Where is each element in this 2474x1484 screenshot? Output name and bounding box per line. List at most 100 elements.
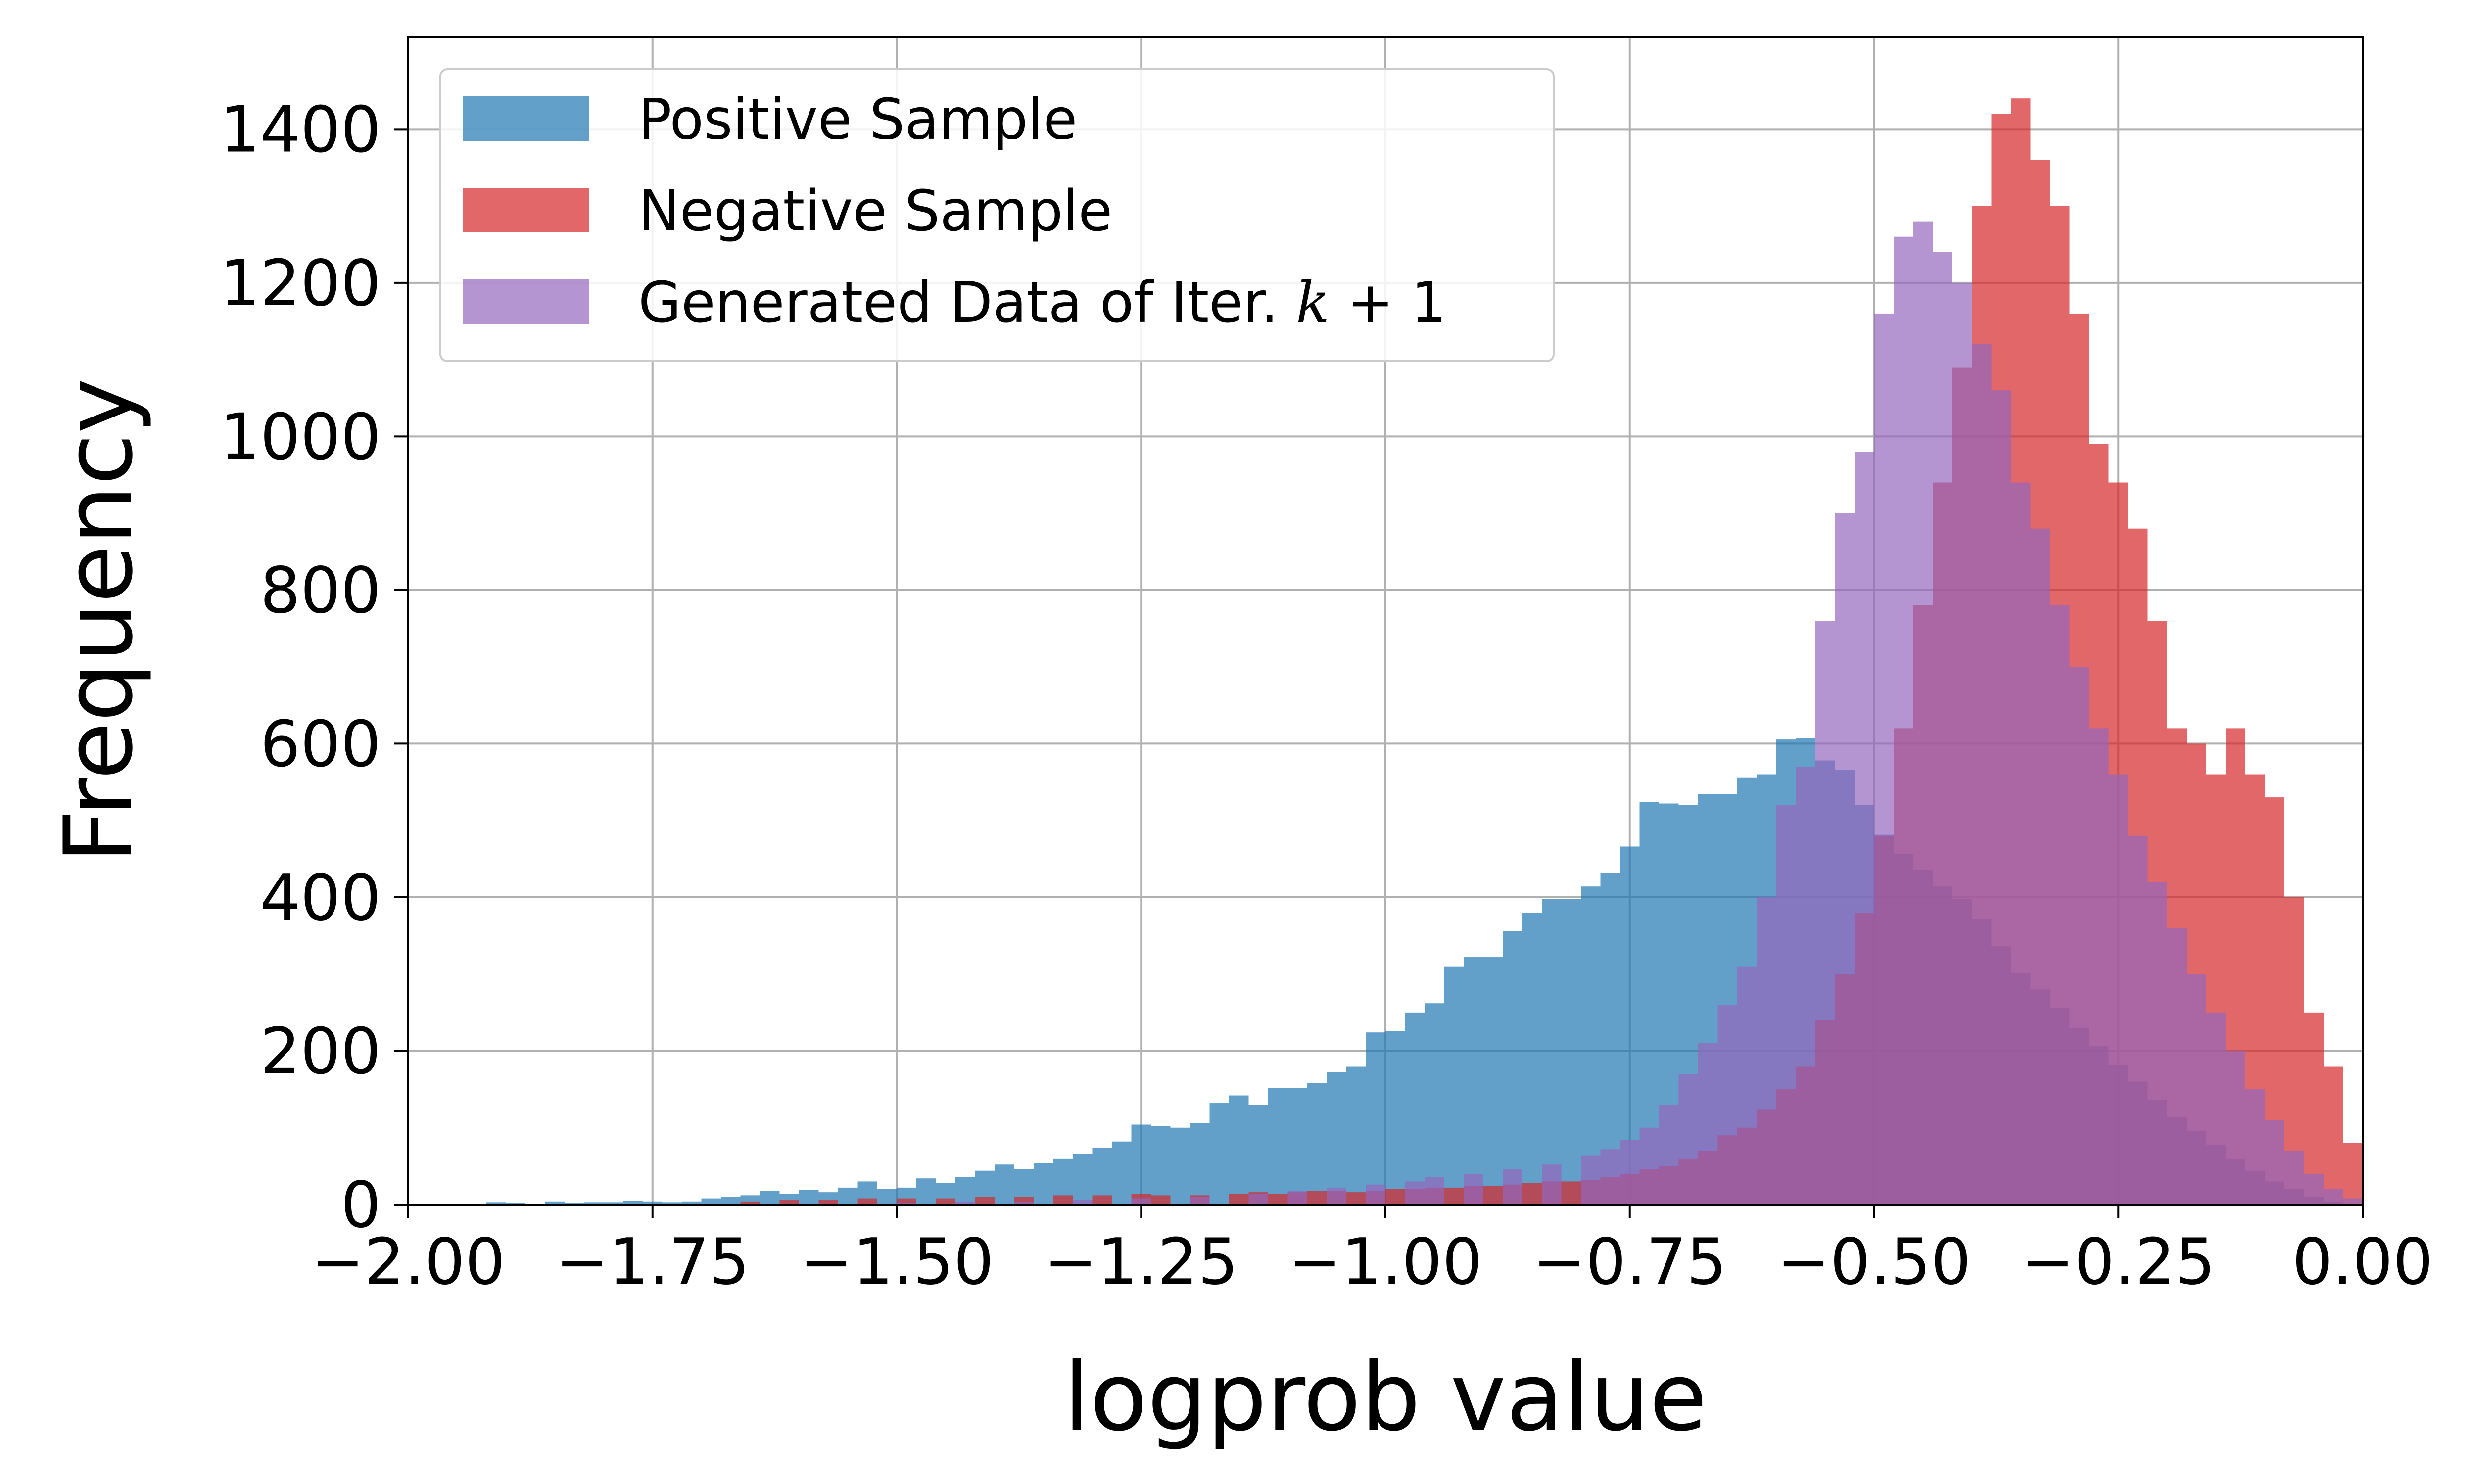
histogram-bar [1698, 1043, 1718, 1205]
histogram-bar [1972, 344, 1992, 1205]
histogram-bar [1092, 1195, 1112, 1205]
histogram-bar [1561, 899, 1581, 1205]
histogram-bar [2226, 1051, 2245, 1205]
histogram-bar [1542, 1164, 1562, 1205]
histogram-bar [1815, 621, 1835, 1205]
histogram-bar [740, 1201, 760, 1205]
histogram-bar [1092, 1148, 1112, 1205]
y-tick-label: 1000 [220, 400, 381, 474]
y-tick-label: 800 [260, 554, 381, 628]
histogram-bar [643, 1201, 663, 1205]
histogram-bar [1600, 1149, 1620, 1205]
histogram-bar [1073, 1154, 1093, 1205]
histogram-bar [2324, 1189, 2343, 1205]
legend-swatch-negative [463, 188, 589, 232]
histogram-bar [2245, 1089, 2265, 1205]
y-tick-label: 1200 [220, 247, 381, 321]
legend-label-generated-rest: + 1 [1330, 271, 1446, 335]
histogram-bar [1483, 1186, 1503, 1205]
histogram-bar [1151, 1195, 1171, 1205]
histogram-bar [2089, 728, 2109, 1205]
y-tick-label: 200 [260, 1015, 381, 1088]
histogram-bar [2030, 528, 2050, 1205]
histogram-bar [975, 1197, 995, 1205]
histogram-bar [1131, 1198, 1151, 1205]
histogram-bar [1190, 1197, 1210, 1205]
histogram-bar [2343, 1143, 2363, 1205]
histogram-bar [2147, 881, 2167, 1205]
histogram-bar [1874, 313, 1894, 1205]
series-2-bars [897, 221, 2363, 1205]
legend-swatch-generated [463, 279, 589, 324]
y-tick-label: 400 [260, 861, 381, 935]
histogram-bar [995, 1164, 1014, 1205]
histogram-bar [1307, 1083, 1327, 1205]
x-axis-label: logprob value [1064, 1343, 1707, 1452]
legend-label-generated: Generated Data of Iter. k + 1 [638, 271, 1446, 335]
histogram-bar [1659, 1105, 1679, 1205]
histogram-bar [1542, 899, 1562, 1205]
histogram-bar [1855, 452, 1874, 1205]
x-axis-ticks: −2.00 −1.75 −1.50 −1.25 −1.00 −0.75 −0.50 −0.25… [311, 1205, 2433, 1299]
legend-label-generated-k: k [1296, 271, 1330, 335]
histogram-bar [1405, 1181, 1425, 1205]
histogram-bar [1776, 805, 1796, 1205]
histogram-bar [1248, 1194, 1268, 1205]
histogram-bar [779, 1200, 799, 1205]
histogram-bar [1034, 1163, 1053, 1205]
histogram-bar [1229, 1194, 1249, 1205]
histogram-bar [1131, 1124, 1151, 1205]
histogram-bar [2206, 1012, 2226, 1205]
x-tick-label: −1.50 [800, 1225, 994, 1299]
histogram-bar [955, 1201, 975, 1205]
histogram-bar [1014, 1201, 1034, 1205]
histogram-bar [486, 1202, 506, 1205]
histogram-bar [1268, 1194, 1288, 1205]
histogram-bar [2187, 974, 2206, 1205]
y-tick-label: 600 [260, 707, 381, 781]
histogram-bar [2108, 774, 2128, 1205]
histogram-bar [1503, 1169, 1522, 1205]
histogram-bar [1170, 1127, 1190, 1205]
histogram-bar [1894, 236, 1913, 1205]
histogram-bar [1464, 1173, 1483, 1205]
histogram-bar [1933, 252, 1952, 1205]
histogram-bar [721, 1197, 741, 1205]
histogram-bar [1991, 390, 2011, 1205]
histogram-bar [1327, 1187, 1346, 1205]
histogram-bar [1737, 966, 1757, 1205]
histogram-bar [1757, 897, 1776, 1205]
histogram-bar [1913, 221, 1933, 1205]
histogram-bar [1229, 1095, 1249, 1205]
histogram-bar [1073, 1200, 1093, 1205]
x-tick-label: −1.25 [1044, 1225, 1238, 1299]
histogram-bar [1209, 1103, 1229, 1205]
histogram-bar [682, 1201, 702, 1205]
histogram-bar [623, 1201, 643, 1205]
legend: Positive Sample Negative Sample Generate… [439, 68, 1555, 362]
x-tick-label: −0.25 [2021, 1225, 2215, 1299]
histogram-bar [584, 1202, 604, 1205]
histogram-bar [2069, 667, 2089, 1205]
histogram-bar [662, 1202, 682, 1205]
histogram-bar [545, 1201, 565, 1205]
histogram-bar [2050, 605, 2070, 1205]
histogram-bar [1483, 957, 1503, 1205]
histogram-bar [2128, 835, 2148, 1205]
histogram-bar [1287, 1088, 1307, 1205]
histogram-bar [818, 1200, 838, 1205]
y-axis-ticks: 0 200 400 600 800 1000 1200 1400 [220, 93, 408, 1242]
histogram-bar [2304, 1012, 2324, 1205]
histogram-bar [1346, 1192, 1366, 1205]
histogram-bar [760, 1191, 780, 1205]
histogram-bar [1444, 966, 1464, 1205]
histogram-bar [1717, 1005, 1737, 1205]
histogram-bar [857, 1198, 877, 1205]
histogram-bar [1405, 1012, 1425, 1205]
histogram-bar [2167, 928, 2187, 1205]
histogram-bar [1503, 931, 1522, 1205]
histogram-bars [428, 98, 2363, 1205]
legend-swatch-positive [463, 96, 589, 141]
legend-label-generated-prefix: Generated Data of Iter. [638, 271, 1296, 335]
